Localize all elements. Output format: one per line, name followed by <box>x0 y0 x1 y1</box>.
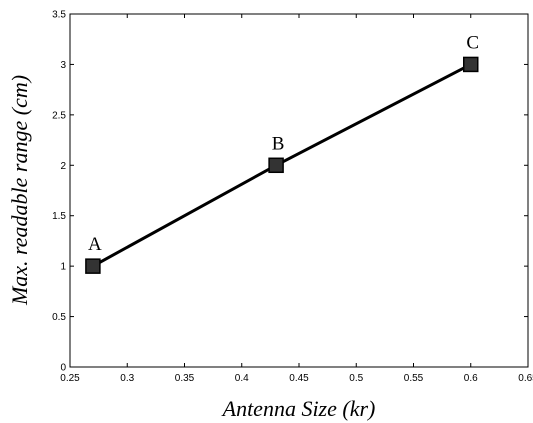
x-axis-title: Antenna Size (kr) <box>221 396 376 421</box>
y-tick-label: 2 <box>60 161 66 172</box>
point-label-c: C <box>466 32 479 53</box>
y-tick-label: 0.5 <box>52 312 66 323</box>
x-tick-label: 0.45 <box>289 373 309 384</box>
y-tick-label: 0 <box>60 363 66 374</box>
x-tick-label: 0.25 <box>60 373 80 384</box>
data-point <box>268 157 284 174</box>
point-label-b: B <box>272 133 285 154</box>
series-layer: A B C <box>85 32 479 274</box>
x-tick-label: 0.6 <box>464 373 478 384</box>
plot-frame <box>69 13 529 368</box>
y-ticks: 0 0.5 1 1.5 2 2.5 3 3.5 <box>52 10 528 374</box>
y-tick-label: 1.5 <box>52 211 66 222</box>
point-label-a: A <box>88 234 102 255</box>
y-tick-label: 2.5 <box>52 110 66 121</box>
x-tick-label: 0.65 <box>518 373 533 384</box>
x-ticks: 0.25 0.3 0.35 0.4 0.45 0.5 0.55 0.6 0.65 <box>60 14 533 384</box>
data-point <box>85 258 101 274</box>
y-tick-label: 1 <box>60 262 66 273</box>
y-axis-title: Max. readable range (cm) <box>7 75 32 306</box>
y-tick-label: 3.5 <box>52 10 66 21</box>
x-tick-label: 0.4 <box>235 373 249 384</box>
x-tick-label: 0.5 <box>349 373 363 384</box>
x-tick-label: 0.55 <box>404 373 424 384</box>
y-tick-label: 3 <box>60 60 66 71</box>
x-tick-label: 0.3 <box>120 373 134 384</box>
data-point <box>463 56 479 73</box>
x-tick-label: 0.35 <box>175 373 195 384</box>
